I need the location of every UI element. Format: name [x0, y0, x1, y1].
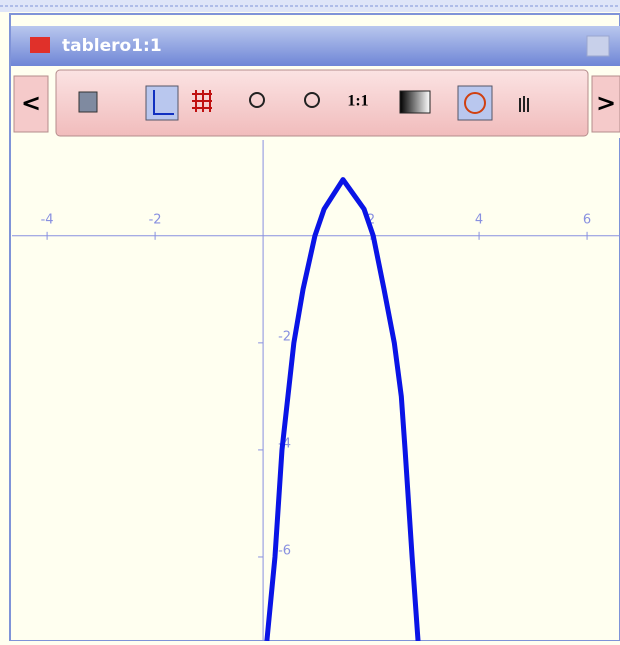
y-tick-label: -6: [278, 543, 291, 558]
hand-icon[interactable]: [519, 96, 529, 112]
window-title: tablero1:1: [62, 36, 162, 56]
x-tick-label: 4: [475, 212, 483, 227]
x-tick-label: 2: [367, 212, 375, 227]
scroll-right-button[interactable]: [591, 75, 620, 133]
y-tick-label: -2: [278, 329, 291, 344]
toolbar: [55, 69, 589, 137]
scroll-right[interactable]: >: [596, 89, 616, 117]
zoom-out-icon[interactable]: [304, 92, 320, 108]
scroll-left[interactable]: <: [21, 89, 41, 117]
locate-icon: [464, 92, 486, 114]
title-bar: [11, 26, 620, 66]
grid-icon[interactable]: [192, 90, 212, 112]
curve: [264, 177, 421, 642]
save-icon[interactable]: [78, 91, 98, 113]
x-tick-label: -4: [41, 212, 54, 227]
x-tick-label: -2: [149, 212, 162, 227]
scroll-left-button[interactable]: [13, 75, 49, 133]
zoom-in-icon[interactable]: [249, 92, 265, 108]
restore-button[interactable]: [586, 35, 610, 57]
plot: -4 -2 2 4 6-2-4-6: [12, 140, 620, 642]
axes-icon: [153, 90, 174, 115]
contrast-icon[interactable]: [399, 90, 431, 114]
locate-button[interactable]: [457, 85, 493, 121]
x-tick-label: 6: [583, 212, 591, 227]
window-icon: [30, 37, 50, 53]
one-to-one-button[interactable]: 1:1: [347, 93, 368, 110]
